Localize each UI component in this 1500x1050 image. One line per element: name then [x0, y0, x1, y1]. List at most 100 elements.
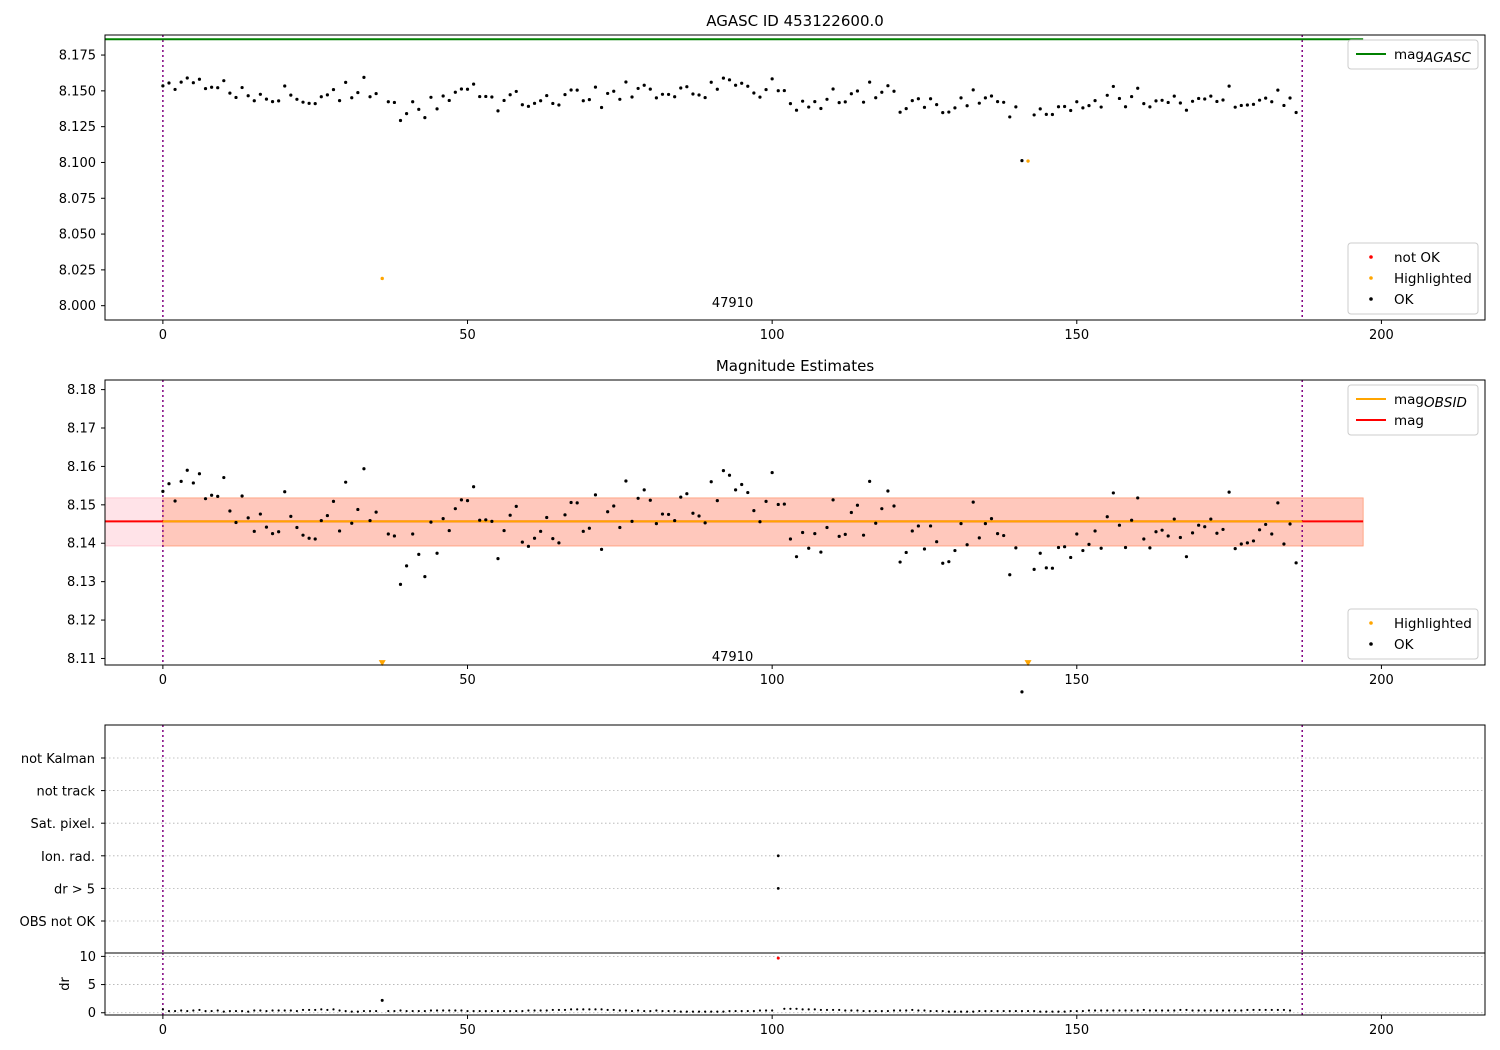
ok-point — [197, 77, 202, 81]
ok-point — [1014, 105, 1018, 109]
dr-point — [332, 1008, 335, 1011]
ok-point — [1221, 527, 1225, 532]
axes-frame — [104, 724, 1486, 954]
dr-point — [350, 1010, 353, 1013]
dr-point — [515, 1009, 518, 1013]
ok-point — [557, 541, 561, 545]
ok-point — [1227, 84, 1231, 88]
dr-point — [545, 1009, 548, 1012]
dr-point — [454, 1009, 457, 1012]
dr-point — [277, 1009, 280, 1012]
dr-point — [1191, 1009, 1194, 1012]
dr-point — [521, 1009, 524, 1013]
ok-point — [612, 89, 616, 93]
ok-point — [989, 94, 994, 98]
estimates-panel-title: Magnitude Estimates — [716, 357, 874, 375]
dr-point — [661, 1009, 664, 1013]
highlighted-outlier-marker — [1024, 660, 1032, 667]
dr-point — [1039, 1010, 1042, 1013]
ok-point — [1014, 546, 1018, 550]
ok-point — [1056, 105, 1061, 109]
ok-point — [1056, 545, 1061, 550]
dr-point — [1008, 1009, 1011, 1013]
ok-point — [1270, 532, 1274, 536]
ok-point — [532, 536, 537, 540]
ok-point — [599, 105, 604, 110]
dr-point — [637, 1009, 640, 1012]
dr-point — [1100, 1009, 1103, 1012]
ok-point — [453, 90, 457, 94]
dr-point — [618, 1009, 621, 1012]
ok-point — [417, 107, 421, 111]
ok-point — [855, 503, 860, 507]
dr-point — [911, 1008, 914, 1012]
ok-point — [861, 533, 866, 537]
ok-point — [1166, 100, 1170, 105]
dr-point — [308, 1008, 311, 1012]
dr-point — [393, 1009, 396, 1013]
legend-frame — [1347, 242, 1479, 315]
ok-point — [350, 96, 354, 100]
dr-point — [1124, 1009, 1127, 1012]
ok-point — [173, 87, 177, 92]
ok-point — [642, 83, 646, 87]
dr-point — [222, 1010, 225, 1013]
ok-point — [1184, 108, 1189, 112]
ok-point — [1178, 101, 1182, 105]
ok-point — [1197, 96, 1201, 101]
dr-point — [295, 1009, 299, 1013]
ok-point — [1032, 113, 1036, 117]
x-tick-label: 150 — [1064, 1023, 1089, 1038]
ok-point — [161, 489, 165, 493]
dr-point — [1136, 1009, 1139, 1012]
dr-point — [850, 1009, 853, 1012]
dr-point — [496, 1009, 500, 1013]
dr-point — [411, 1009, 414, 1013]
dr-point — [265, 1009, 268, 1013]
ok-point — [770, 77, 774, 81]
ok-point — [794, 555, 799, 559]
dr-point — [387, 1009, 390, 1013]
dr-point — [1033, 1009, 1036, 1013]
ok-point — [758, 520, 762, 524]
ok-point — [386, 100, 390, 104]
ok-point — [264, 525, 269, 529]
ok-point — [1294, 561, 1298, 565]
ok-point — [337, 98, 342, 103]
dr-point — [691, 1010, 695, 1013]
ok-point — [1251, 539, 1256, 543]
dr-point — [838, 1008, 841, 1012]
dr-point — [344, 1009, 347, 1013]
ok-point — [1008, 115, 1012, 119]
ok-point — [459, 87, 464, 91]
ok-point — [1093, 529, 1097, 533]
ok-point — [222, 79, 226, 83]
highlighted-outlier-marker — [378, 660, 386, 667]
ok-point — [770, 470, 774, 475]
ok-point — [642, 488, 646, 492]
dr-point — [173, 1009, 177, 1013]
ok-point — [240, 85, 244, 90]
dr-point — [1276, 1008, 1279, 1012]
legend: not OK Highlighted OK — [1347, 242, 1479, 315]
x-tick-label: 150 — [1064, 673, 1089, 688]
dr-point — [247, 1010, 250, 1013]
ok-point — [660, 512, 665, 516]
ok-point — [1148, 105, 1152, 109]
ok-point — [508, 93, 512, 97]
flag-point — [776, 854, 780, 858]
ok-point — [593, 493, 598, 497]
obsid-label: 47910 — [712, 650, 753, 665]
ok-point — [1190, 531, 1195, 535]
dr-point — [825, 1008, 829, 1012]
ok-point — [210, 85, 214, 89]
dr-point — [320, 1008, 323, 1011]
legend-dot-swatch — [1369, 642, 1373, 646]
ok-point — [581, 529, 585, 533]
ok-point — [679, 495, 683, 499]
ok-point — [654, 522, 658, 526]
ok-point — [1142, 537, 1146, 541]
ok-point — [362, 75, 366, 79]
dr-point — [856, 1009, 859, 1012]
ok-point — [337, 529, 342, 533]
